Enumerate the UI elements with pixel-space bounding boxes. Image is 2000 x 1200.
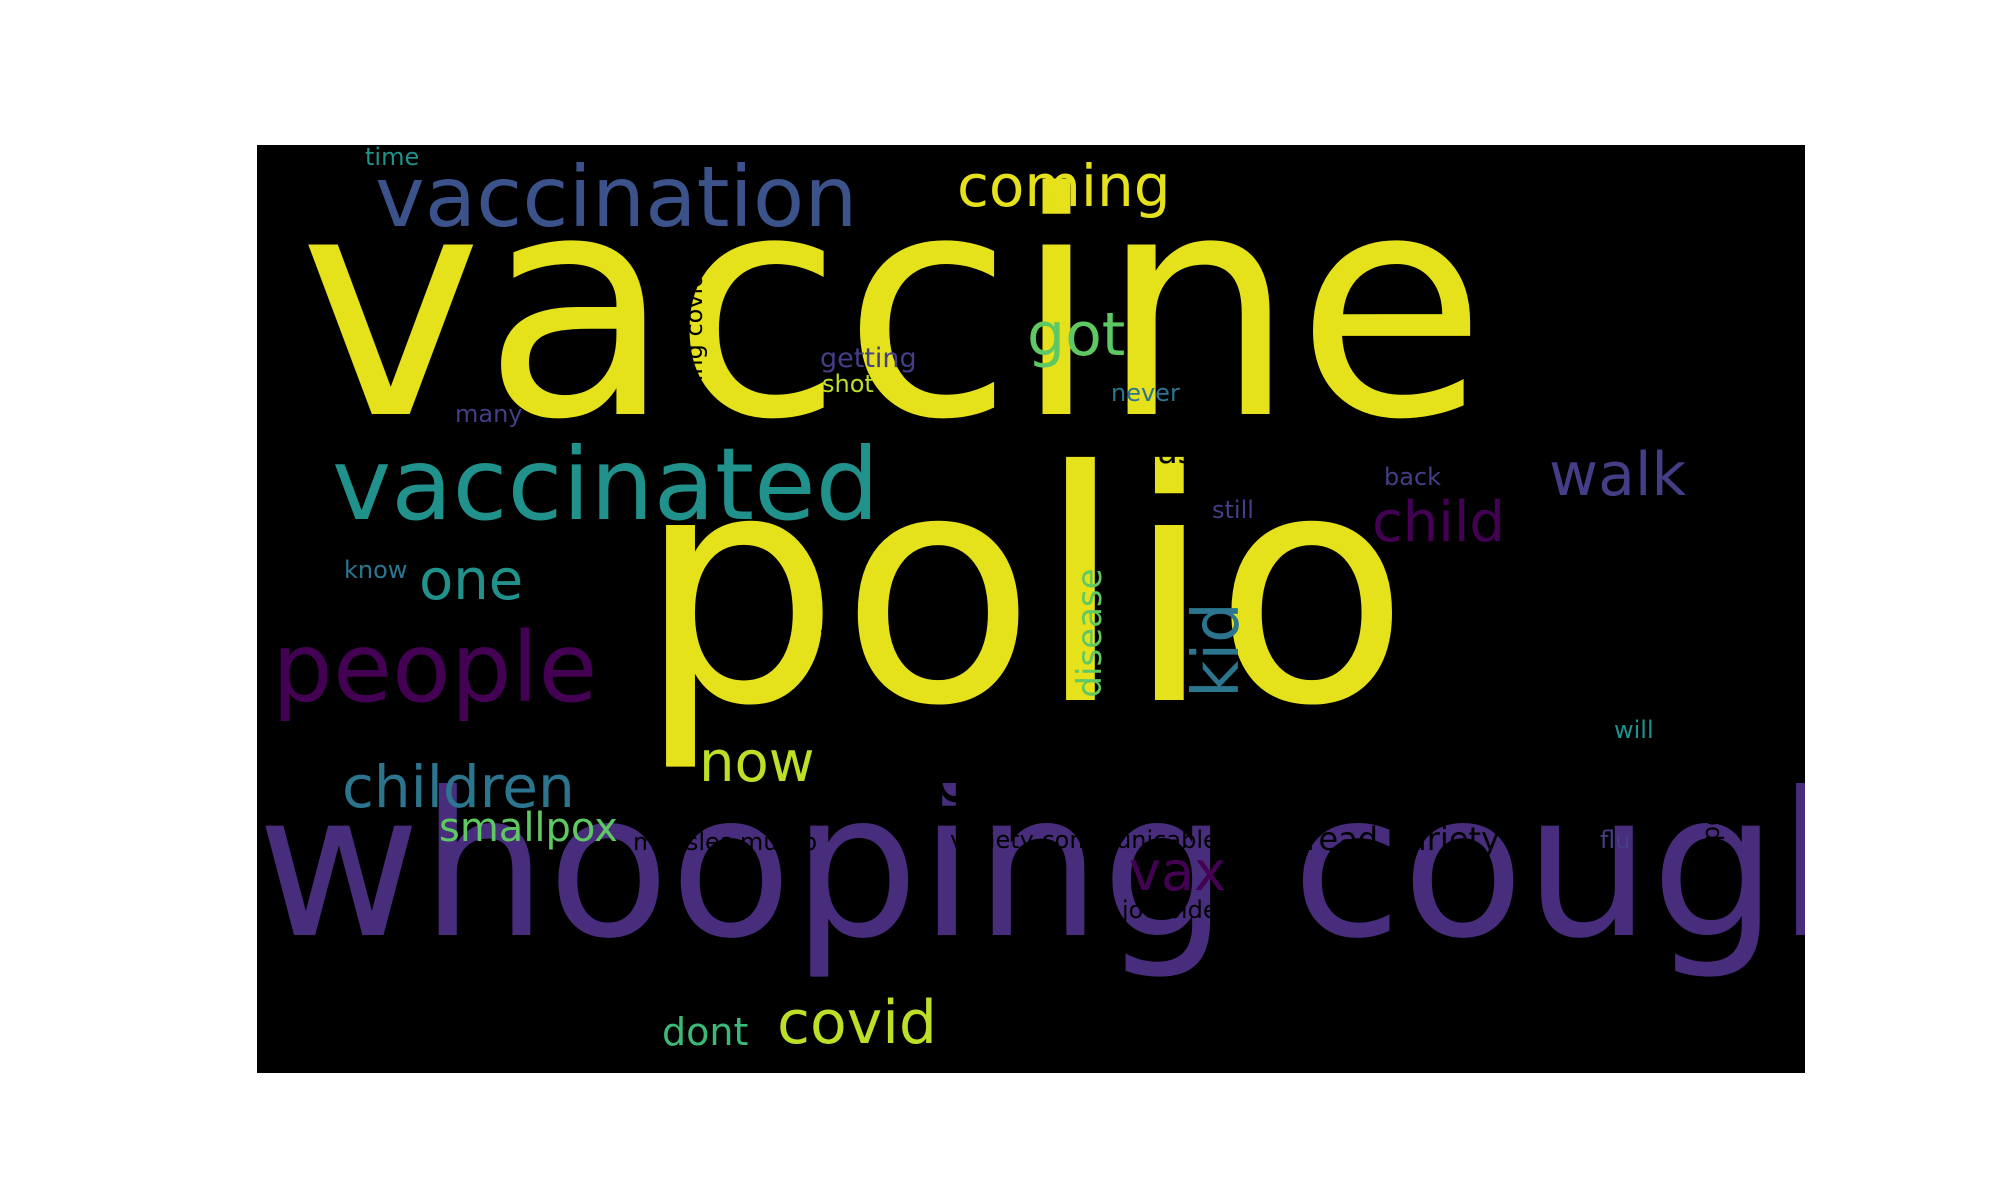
word-polio: polio — [637, 404, 1410, 776]
word-got: got — [1027, 300, 1126, 370]
word-variety-communicable: variety communicable — [950, 826, 1218, 854]
word-walk: walk — [1549, 440, 1687, 510]
word-now: now — [699, 730, 815, 795]
word-diseases-including: diseases including — [1771, 336, 1799, 558]
word-vaccine: vaccine — [299, 145, 1487, 488]
word-joe-biden: joe biden — [1122, 896, 1233, 924]
word-people: people — [272, 612, 598, 724]
word-polio-whooping: polio whooping — [1697, 658, 1725, 842]
word-etc-thank: etc thank — [733, 782, 904, 823]
word-flu: flu — [1600, 826, 1631, 854]
word-shot: shot — [822, 370, 874, 398]
word-disease: disease — [1070, 568, 1110, 698]
word-vaccinated: vaccinated — [332, 426, 880, 543]
word-one: one — [419, 548, 524, 613]
word-year-many: year many — [275, 1012, 479, 1056]
word-covid: covid — [777, 988, 937, 1058]
word-measles-encephalitis: measles encephalitis — [1105, 432, 1452, 471]
word-measles-mump: measles mump — [633, 828, 818, 856]
word-million-illegal: million illegal — [260, 359, 298, 571]
word-including-covid: including covid — [680, 272, 708, 454]
word-never: never — [1111, 379, 1180, 407]
word-covid-polio: covid polio — [1152, 968, 1455, 1033]
word-country-every: country every — [1540, 198, 1578, 422]
word-dont: dont — [662, 1010, 749, 1054]
word-coming: coming — [957, 152, 1171, 220]
word-whooping-cough: whooping cough — [257, 750, 1805, 983]
word-monkey-pox: monkey pox — [287, 970, 641, 1038]
word-getting: getting — [820, 343, 917, 374]
word-cloud: vaccine polio whooping cough vaccination… — [257, 145, 1805, 1073]
word-know: know — [344, 556, 408, 584]
word-vaccination: vaccination — [375, 148, 858, 246]
word-spread-variety: spread variety — [1269, 820, 1500, 858]
word-many: many — [455, 400, 523, 428]
word-polio-monkey: polio monkey — [992, 1015, 1261, 1061]
word-time: time — [365, 145, 420, 171]
word-back: back — [1384, 463, 1442, 491]
word-vax: vax — [1129, 840, 1227, 903]
word-pox-measles: pox measles — [1722, 498, 1780, 812]
word-will: will — [1614, 716, 1654, 744]
word-every-year: every year — [262, 586, 499, 637]
word-yellow-fever: yellow fever — [1232, 145, 1659, 226]
word-polio-vaccine: polio vaccine — [927, 723, 1479, 821]
word-smallpox: smallpox — [439, 805, 618, 851]
word-kid: kid — [1180, 602, 1254, 698]
word-child: child — [1372, 490, 1505, 555]
word-communicable-diseases: communicable diseases — [1320, 1030, 1752, 1071]
word-still: still — [1212, 496, 1254, 524]
word-children: children — [342, 753, 575, 821]
word-encephalitis-etc: encephalitis etc — [816, 611, 844, 803]
